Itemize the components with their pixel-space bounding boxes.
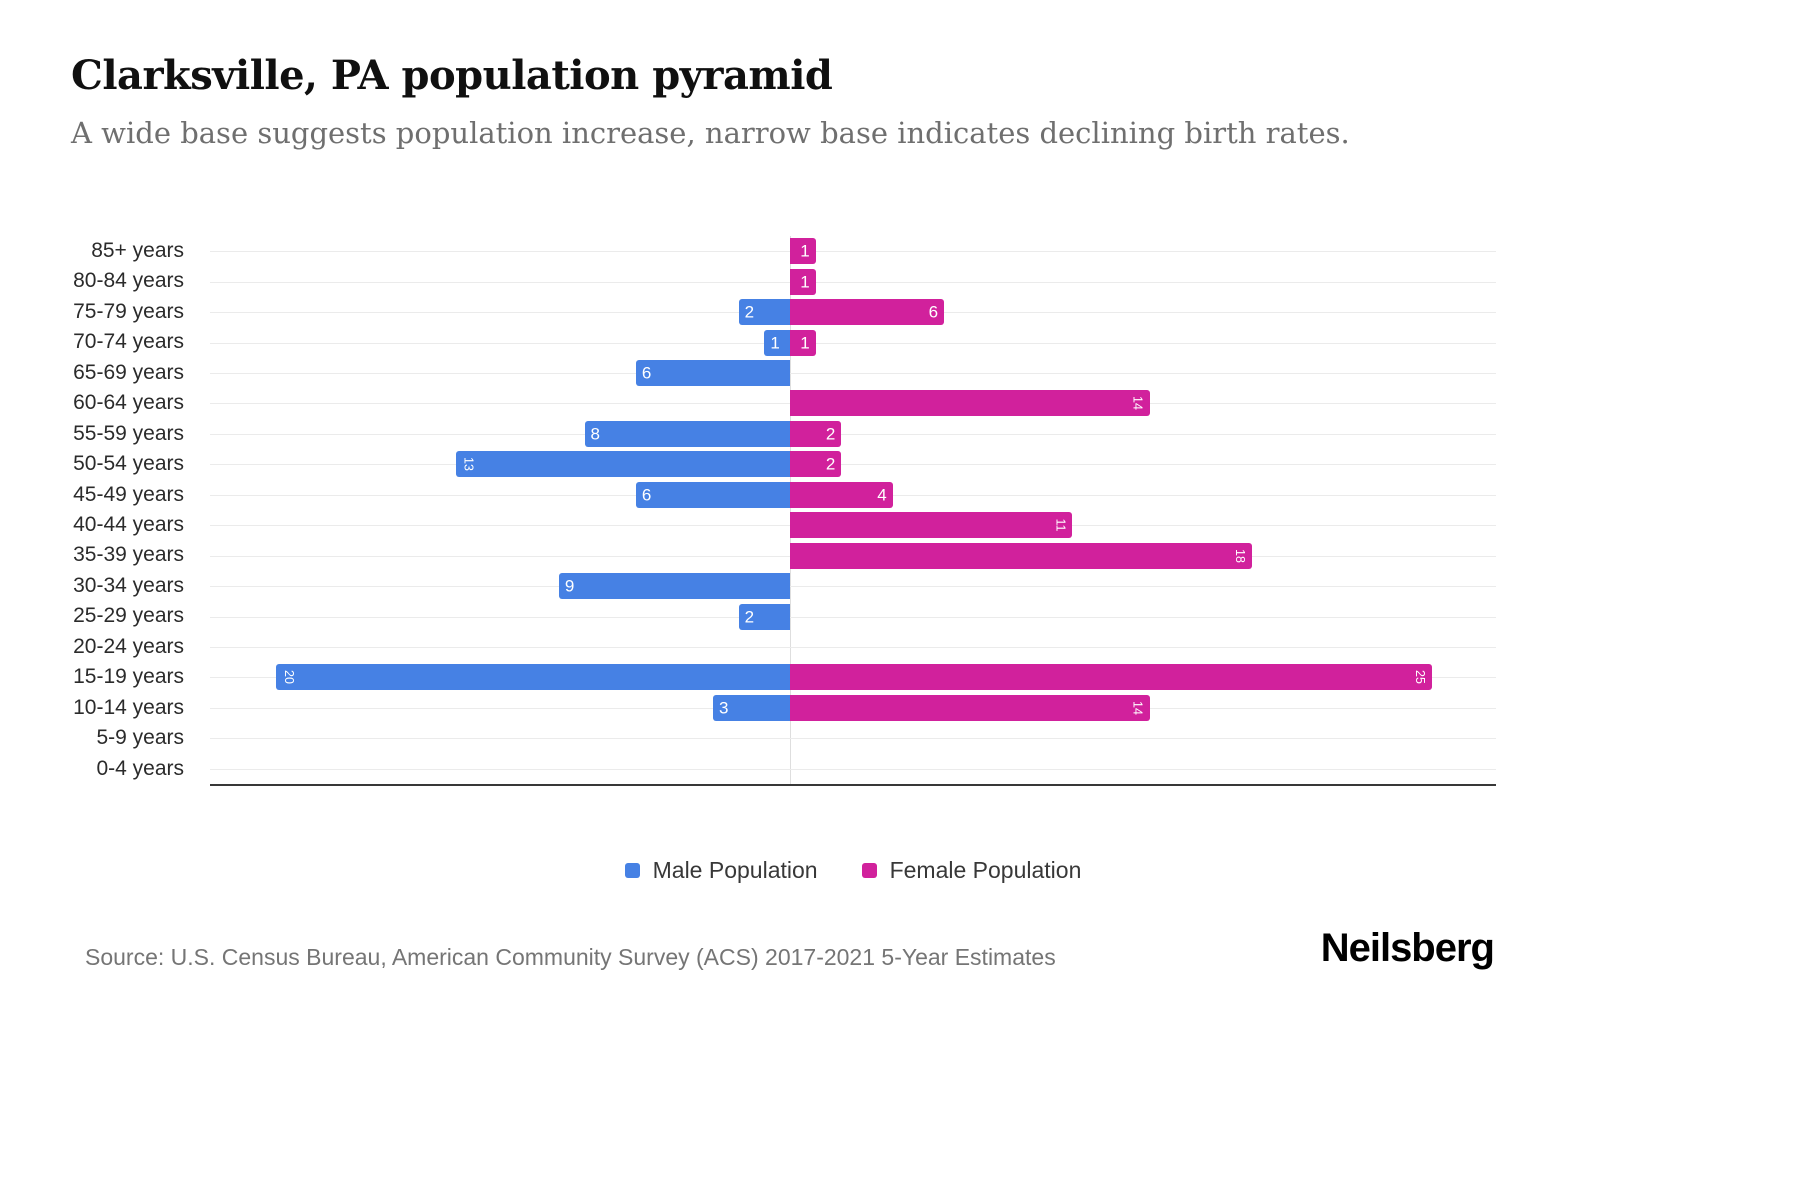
y-axis-label: 20-24 years [73,634,184,658]
gridline [210,738,1496,740]
female-bar: 1 [790,238,816,265]
gridline [210,342,1496,344]
y-axis: 85+ years 80-84 years 75-79 years 70-74 yea… [0,236,196,784]
female-bar: 1 [790,329,816,356]
bar-value-label: 9 [564,576,575,596]
gridline [210,647,1496,648]
bar-value-label: 18 [1233,548,1248,563]
gridline [210,281,1496,283]
bar-value-label: 2 [825,424,836,444]
bar-value-label: 8 [590,424,601,444]
male-bar: 3 [712,694,790,721]
male-legend-swatch [624,862,640,878]
male-bar: 9 [558,573,790,600]
bar-value-label: 3 [718,698,729,718]
y-axis-label: 0-4 years [96,756,184,780]
bar-value-label: 2 [825,454,836,474]
bar-value-label: 1 [800,333,810,353]
chart-subtitle: A wide base suggests population increase… [71,116,1350,150]
male-bar: 6 [635,360,790,386]
legend-label-male: Male Population [652,856,818,883]
legend: Male Population Female Population [210,852,1496,888]
gridline [210,768,1496,770]
y-axis-label: 5-9 years [96,726,184,750]
y-axis-label: 50-54 years [73,452,184,476]
male-bar: 6 [635,481,790,508]
female-bar: 14 [790,390,1150,417]
female-bar: 14 [790,694,1150,721]
female-bar: 18 [790,542,1253,569]
gridline [210,251,1496,253]
gridline [210,616,1496,618]
bar-value-label: 4 [877,485,887,505]
male-bar: 13 [456,451,790,478]
male-bar: 20 [276,664,790,691]
bar-value-label: 1 [800,241,810,261]
female-bar: 1 [790,268,816,295]
male-bar: 8 [584,420,790,447]
y-axis-label: 10-14 years [73,695,184,719]
bar-value-label: 11 [1053,518,1068,532]
male-bar: 2 [738,299,790,326]
female-bar: 4 [790,481,893,508]
plot-area: 1 1 2 6 1 1 6 14 8 2 13 2 6 4 11 18 9 2 20 25 3 14 [210,236,1496,786]
y-axis-label: 25-29 years [73,604,184,628]
y-axis-label: 15-19 years [73,665,184,689]
female-bar: 2 [790,420,842,447]
female-bar: 6 [790,299,945,326]
bar-value-label: 14 [1130,700,1145,715]
y-axis-label: 40-44 years [73,513,184,536]
male-bar: 2 [738,603,790,630]
bar-value-label: 1 [770,333,780,353]
chart-title: Clarksville, PA population pyramid [71,52,833,99]
bar-value-label: 20 [281,670,296,685]
bar-value-label: 2 [744,607,755,627]
neilsberg-logo[interactable]: Neilsberg [1320,926,1495,970]
y-axis-label: 60-64 years [73,391,184,415]
female-bar: 11 [790,512,1073,539]
bar-value-label: 1 [800,272,810,292]
zero-axis-line [790,236,791,784]
gridline [210,586,1496,588]
female-bar: 25 [790,664,1432,691]
y-axis-label: 45-49 years [73,482,184,506]
bar-value-label: 6 [641,485,652,505]
bar-value-label: 2 [744,302,755,322]
bar-value-label: 13 [461,457,476,472]
bar-value-label: 6 [928,302,939,322]
female-bar: 2 [790,451,842,478]
y-axis-label: 85+ years [91,239,184,262]
gridline [210,464,1496,466]
legend-item-female[interactable]: Female Population [861,856,1082,884]
legend-label-female: Female Population [889,856,1082,883]
bar-value-label: 6 [641,363,652,383]
y-axis-label: 75-79 years [73,299,184,323]
y-axis-label: 80-84 years [73,269,184,293]
y-axis-label: 65-69 years [73,360,184,384]
bar-value-label: 25 [1413,670,1427,685]
gridline [210,373,1496,374]
y-axis-label: 35-39 years [73,543,184,567]
source-attribution: Source: U.S. Census Bureau, American Com… [85,944,1056,970]
gridline [210,433,1496,435]
legend-item-male[interactable]: Male Population [624,856,818,884]
y-axis-label: 70-74 years [73,330,184,354]
y-axis-label: 55-59 years [73,421,184,445]
female-legend-swatch [861,862,877,878]
bar-value-label: 14 [1130,396,1145,411]
y-axis-label: 30-34 years [73,573,184,597]
male-bar: 1 [764,329,790,356]
